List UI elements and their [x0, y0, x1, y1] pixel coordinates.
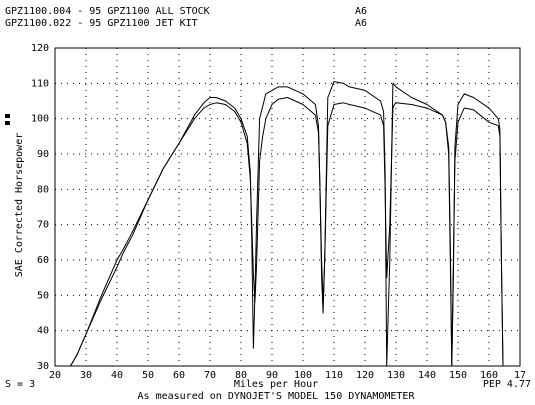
pep-label: PEP 4.77	[483, 379, 531, 390]
x-tick-label: 30	[80, 370, 92, 381]
run-1-name: GPZ1100.004 - 95 GPZ1100 ALL STOCK	[5, 6, 210, 17]
y-tick-labels: 30 40 50 60 70 80 90 100 110 120	[31, 43, 49, 372]
y-tick-label: 40	[37, 326, 49, 337]
y-tick-label: 80	[37, 184, 49, 195]
x-tick-label: 100	[294, 370, 312, 381]
run-2-code: A6	[355, 18, 367, 29]
x-tick-label: 70	[204, 370, 216, 381]
x-tick-label: 50	[142, 370, 154, 381]
x-tick-label: 130	[387, 370, 405, 381]
y-tick-label: 110	[31, 78, 49, 89]
series-line-1	[70, 97, 504, 367]
x-tick-label: 60	[173, 370, 185, 381]
x-axis-label: Miles per Hour	[234, 379, 318, 390]
x-tick-label: 20	[49, 370, 61, 381]
y-tick-label: 50	[37, 290, 49, 301]
legend-swatch-2	[5, 121, 10, 125]
y-tick-label: 70	[37, 220, 49, 231]
x-tick-label: 110	[325, 370, 343, 381]
x-tick-label: 17	[514, 370, 526, 381]
legend-swatch-1	[5, 114, 10, 118]
series-line-2	[70, 81, 504, 367]
run-2-name: GPZ1100.022 - 95 GPZ1100 JET KIT	[5, 18, 198, 29]
x-tick-labels: 20 30 40 50 60 70 80 90 100 110 120 130 140 150 160 17	[49, 370, 526, 381]
grid	[55, 48, 520, 366]
series-lines	[70, 81, 504, 367]
x-tick-label: 140	[418, 370, 436, 381]
y-tick-label: 30	[37, 361, 49, 372]
smoothing-label: S = 3	[5, 379, 35, 390]
measured-note: As measured on DYNOJET'S MODEL 150 DYNAM…	[138, 391, 416, 402]
y-axis-label: SAE Corrected Horsepower	[14, 133, 25, 278]
y-tick-label: 100	[31, 114, 49, 125]
x-tick-label: 40	[111, 370, 123, 381]
x-tick-label: 150	[449, 370, 467, 381]
x-tick-label: 160	[480, 370, 498, 381]
y-tick-label: 90	[37, 149, 49, 160]
y-tick-label: 60	[37, 255, 49, 266]
x-tick-label: 80	[235, 370, 247, 381]
x-tick-label: 120	[356, 370, 374, 381]
run-1-code: A6	[355, 6, 367, 17]
y-tick-label: 120	[31, 43, 49, 54]
plot-frame	[54, 47, 521, 367]
x-tick-label: 90	[266, 370, 278, 381]
